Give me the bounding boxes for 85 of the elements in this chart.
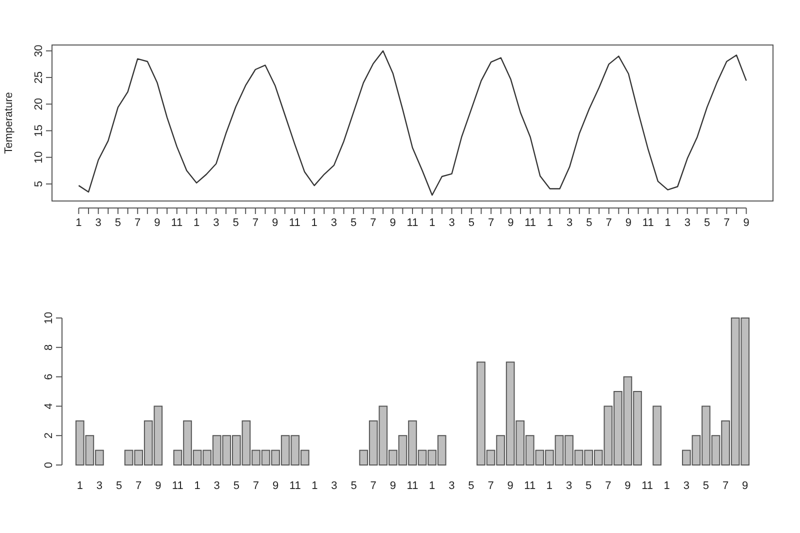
y-tick-label: 2 bbox=[43, 432, 55, 439]
y-tick-label: 20 bbox=[33, 98, 45, 110]
x-tick-label: 5 bbox=[350, 217, 357, 229]
x-tick-label: 1 bbox=[546, 217, 554, 229]
x-tick-label: 9 bbox=[390, 217, 396, 229]
x-tick-label: 7 bbox=[606, 217, 612, 229]
x-tick-label: 7 bbox=[488, 217, 494, 229]
x-tick-label: 7 bbox=[252, 217, 258, 229]
x-tick-label: 11 bbox=[642, 480, 653, 492]
x-tick-label: 3 bbox=[330, 217, 338, 229]
line-series bbox=[78, 50, 747, 196]
x-tick-label: 7 bbox=[488, 480, 494, 492]
x-tick-label: 9 bbox=[624, 480, 631, 492]
y-tick-label: 10 bbox=[33, 151, 45, 164]
x-tick-label: 5 bbox=[704, 217, 710, 229]
y-tick-label: 5 bbox=[33, 180, 45, 188]
x-tick-label: 3 bbox=[331, 480, 338, 492]
x-tick-label: 7 bbox=[134, 217, 141, 229]
x-tick-label: 5 bbox=[350, 480, 357, 492]
x-tick-label: 9 bbox=[742, 480, 748, 492]
x-tick-label: 1 bbox=[194, 480, 200, 492]
x-tick-label: 3 bbox=[448, 217, 455, 229]
x-tick-label: 11 bbox=[642, 217, 654, 229]
x-tick-label: 9 bbox=[155, 480, 162, 492]
y-tick-label: 6 bbox=[43, 374, 55, 380]
x-tick-label: 9 bbox=[507, 480, 514, 492]
x-tick-label: 3 bbox=[684, 217, 690, 229]
x-tick-label: 3 bbox=[96, 480, 103, 492]
x-tick-label: 1 bbox=[76, 217, 82, 229]
x-tick-label: 1 bbox=[664, 480, 670, 492]
y-tick-label: 15 bbox=[33, 124, 45, 137]
x-tick-label: 9 bbox=[154, 217, 160, 229]
x-tick-label: 7 bbox=[722, 480, 729, 492]
x-tick-label: 1 bbox=[312, 480, 318, 492]
x-tick-label: 9 bbox=[508, 217, 514, 229]
y-tick-label: 25 bbox=[33, 71, 45, 84]
x-tick-label: 5 bbox=[232, 217, 239, 229]
x-tick-label: 7 bbox=[252, 480, 260, 492]
x-tick-label: 1 bbox=[429, 480, 436, 492]
x-tick-label: 1 bbox=[429, 217, 436, 229]
x-tick-label: 1 bbox=[546, 480, 553, 492]
x-tick-label: 1 bbox=[76, 480, 83, 492]
x-tick-label: 11 bbox=[171, 217, 183, 229]
x-tick-label: 9 bbox=[272, 480, 279, 492]
x-tick-label: 9 bbox=[625, 217, 632, 229]
y-tick-label: 10 bbox=[43, 312, 55, 324]
x-tick-label: 11 bbox=[406, 480, 418, 492]
x-tick-label: 5 bbox=[116, 480, 122, 492]
x-tick-label: 7 bbox=[605, 480, 612, 492]
x-tick-label: 9 bbox=[743, 217, 750, 229]
x-tick-label: 3 bbox=[566, 480, 572, 492]
x-tick-label: 5 bbox=[468, 480, 474, 492]
x-tick-label: 1 bbox=[193, 217, 200, 229]
x-tick-label: 11 bbox=[288, 217, 300, 229]
x-tick-label: 7 bbox=[136, 480, 142, 492]
x-tick-label: 5 bbox=[114, 217, 122, 229]
x-tick-label: 9 bbox=[390, 480, 396, 492]
x-tick-label: 7 bbox=[370, 480, 376, 492]
x-tick-label: 5 bbox=[468, 217, 474, 229]
x-tick-label: 5 bbox=[702, 480, 710, 492]
x-tick-label: 3 bbox=[213, 217, 220, 229]
x-tick-label: 11 bbox=[289, 480, 301, 492]
x-tick-label: 7 bbox=[370, 217, 376, 229]
x-tick-label: 5 bbox=[586, 480, 592, 492]
x-tick-label: 5 bbox=[586, 217, 592, 229]
x-tick-label: 3 bbox=[683, 480, 690, 492]
x-tick-label: 11 bbox=[524, 480, 536, 492]
x-tick-label: 5 bbox=[233, 480, 240, 492]
x-tick-label: 11 bbox=[172, 480, 184, 492]
x-tick-label: 1 bbox=[311, 217, 318, 229]
y-tick-label: 4 bbox=[43, 403, 55, 410]
y-axis-title: Temperature bbox=[3, 92, 15, 154]
x-tick-label: 7 bbox=[724, 217, 730, 229]
x-tick-label: 3 bbox=[566, 217, 573, 229]
x-tick-label: 1 bbox=[664, 217, 671, 229]
x-tick-label: 9 bbox=[272, 217, 278, 229]
x-tick-label: 3 bbox=[95, 217, 102, 229]
x-tick-label: 11 bbox=[524, 217, 536, 229]
y-tick-label: 30 bbox=[33, 44, 45, 57]
x-tick-label: 3 bbox=[214, 480, 220, 492]
x-tick-label: 3 bbox=[448, 480, 455, 492]
y-tick-label: 0 bbox=[43, 462, 55, 468]
y-tick-label: 8 bbox=[43, 344, 55, 350]
x-tick-label: 11 bbox=[406, 217, 418, 229]
bar bbox=[652, 406, 662, 466]
